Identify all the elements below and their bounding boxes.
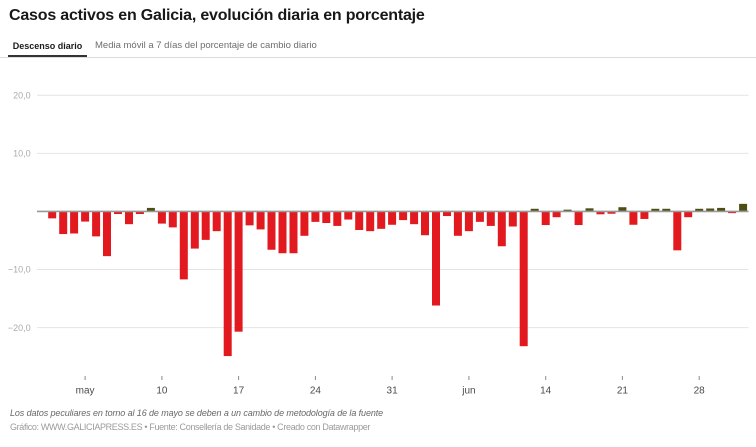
svg-text:21: 21: [617, 386, 629, 397]
svg-text:10,0: 10,0: [13, 148, 31, 158]
svg-text:−20,0: −20,0: [8, 323, 31, 333]
svg-text:31: 31: [387, 386, 399, 397]
svg-text:10: 10: [156, 386, 168, 397]
svg-text:14: 14: [540, 386, 552, 397]
svg-text:jun: jun: [461, 386, 475, 397]
svg-text:28: 28: [694, 386, 706, 397]
svg-text:17: 17: [233, 386, 245, 397]
svg-text:24: 24: [310, 386, 322, 397]
svg-text:may: may: [76, 386, 95, 397]
svg-text:−10,0: −10,0: [8, 265, 31, 275]
svg-text:20,0: 20,0: [13, 90, 31, 100]
